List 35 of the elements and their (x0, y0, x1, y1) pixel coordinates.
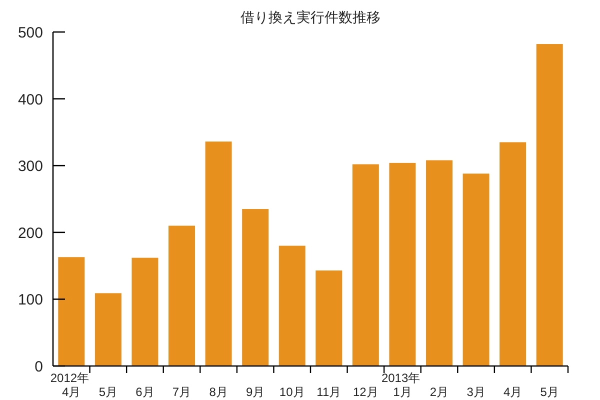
x-tick-label: 5月 (98, 385, 118, 399)
y-tick-label: 300 (18, 158, 43, 176)
bar (58, 257, 85, 366)
x-tick-label: 7月 (172, 385, 192, 399)
x-tick-label: 10月 (279, 385, 305, 399)
bar (462, 174, 490, 366)
bar (352, 164, 379, 366)
y-tick-label: 100 (18, 292, 43, 309)
chart-title: 借り換え実行件数推移 (240, 9, 380, 25)
bar (426, 160, 452, 366)
bar (278, 246, 306, 366)
x-tick-label: 2012年 4月 (50, 371, 92, 399)
x-tick-label: 12月 (353, 385, 378, 399)
x-tick-label: 2月 (430, 385, 449, 399)
bar (94, 293, 122, 366)
x-tick-label: 3月 (466, 385, 486, 399)
bar (205, 142, 232, 366)
bar (168, 226, 195, 366)
y-tick-label: 500 (18, 24, 43, 42)
x-tick-label: 4月 (503, 385, 522, 399)
x-tick-label: 2013年 1月 (381, 371, 424, 399)
x-tick-label: 9月 (246, 385, 265, 399)
bar (242, 209, 269, 366)
y-tick-label: 200 (18, 224, 43, 242)
y-tick-label: 0 (34, 358, 43, 376)
x-tick-label: 8月 (209, 385, 228, 399)
bar (132, 258, 158, 366)
y-tick-label: 400 (18, 91, 43, 108)
x-tick-label: 11月 (316, 385, 342, 399)
bar (500, 142, 526, 366)
x-tick-label: 6月 (136, 385, 154, 399)
x-tick-label: 5月 (540, 385, 559, 399)
bar (316, 270, 342, 366)
bar (536, 44, 563, 366)
bar (389, 162, 416, 366)
